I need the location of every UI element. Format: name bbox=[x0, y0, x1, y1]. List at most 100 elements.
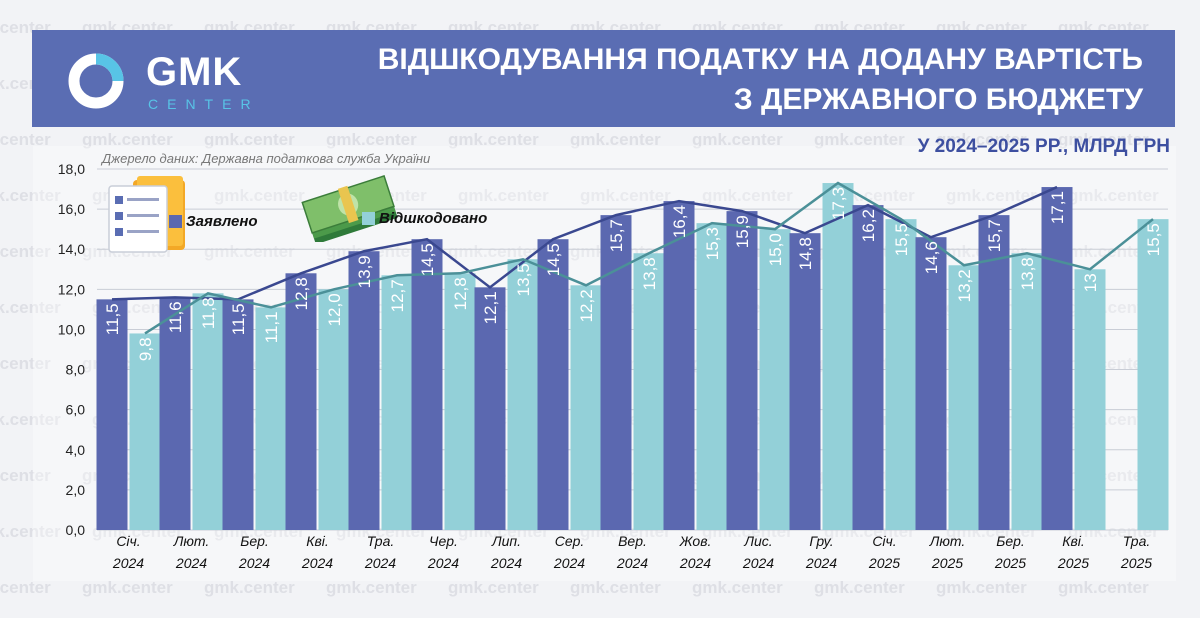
data-label-refunded: 11,8 bbox=[199, 297, 218, 329]
y-tick-label: 2,0 bbox=[66, 482, 86, 498]
x-tick-year: 2024 bbox=[175, 555, 207, 571]
data-label-refunded: 13,8 bbox=[640, 257, 659, 290]
x-tick-month: Тра. bbox=[367, 533, 395, 549]
x-tick-year: 2024 bbox=[301, 555, 333, 571]
x-tick-year: 2024 bbox=[553, 555, 585, 571]
y-tick-label: 4,0 bbox=[66, 442, 86, 458]
x-tick-month: Кві. bbox=[306, 533, 329, 549]
bar-declared bbox=[348, 251, 380, 530]
bar-refunded bbox=[570, 285, 602, 530]
data-label-declared: 12,8 bbox=[292, 277, 311, 310]
x-tick-month: Чер. bbox=[429, 533, 458, 549]
x-tick-month: Тра. bbox=[1123, 533, 1151, 549]
y-tick-label: 8,0 bbox=[66, 362, 86, 378]
x-tick-month: Лют. bbox=[173, 533, 210, 549]
x-tick-year: 2024 bbox=[364, 555, 396, 571]
data-label-refunded: 15,5 bbox=[1144, 223, 1163, 256]
chart-title: ВІДШКОДУВАННЯ ПОДАТКУ НА ДОДАНУ ВАРТІСТЬ… bbox=[378, 40, 1143, 120]
bar-refunded bbox=[1011, 253, 1043, 530]
x-tick-month: Жов. bbox=[679, 533, 712, 549]
x-tick-year: 2024 bbox=[742, 555, 774, 571]
legend-item-declared: Заявлено bbox=[169, 213, 258, 230]
bar-refunded bbox=[507, 259, 539, 530]
line-declared bbox=[111, 185, 1058, 301]
data-label-refunded: 12,2 bbox=[577, 289, 596, 322]
bar-declared bbox=[915, 237, 947, 530]
bar-refunded bbox=[633, 253, 665, 530]
bar-refunded bbox=[1137, 219, 1169, 530]
x-tick-year: 2025 bbox=[868, 555, 900, 571]
data-label-declared: 16,2 bbox=[859, 209, 878, 242]
legend-label-refunded: Відшкодовано bbox=[379, 210, 488, 227]
bar-refunded bbox=[381, 275, 413, 530]
data-label-declared: 12,1 bbox=[481, 291, 500, 324]
data-label-refunded: 12,8 bbox=[451, 277, 470, 310]
x-tick-year: 2025 bbox=[931, 555, 963, 571]
bar-declared bbox=[537, 239, 569, 530]
bar-refunded bbox=[696, 223, 728, 530]
data-label-refunded: 11,1 bbox=[262, 311, 281, 343]
data-label-refunded: 12,0 bbox=[325, 293, 344, 326]
data-label-refunded: 17,3 bbox=[829, 187, 848, 220]
data-label-refunded: 13,5 bbox=[514, 263, 533, 296]
bar-declared bbox=[285, 273, 317, 530]
bar-refunded bbox=[318, 289, 350, 530]
x-tick-year: 2024 bbox=[805, 555, 837, 571]
bar-refunded bbox=[192, 293, 224, 530]
bar-refunded bbox=[759, 229, 791, 530]
x-tick-month: Лип. bbox=[491, 533, 521, 549]
data-label-declared: 15,7 bbox=[607, 219, 626, 252]
chart-subtitle: У 2024–2025 РР., МЛРД ГРН bbox=[917, 136, 1170, 157]
bar-declared bbox=[663, 201, 695, 531]
y-tick-label: 0,0 bbox=[66, 522, 86, 538]
source-note: Джерело даних: Державна податкова служба… bbox=[102, 151, 431, 166]
documents-folder-icon bbox=[108, 176, 185, 253]
data-label-declared: 14,6 bbox=[922, 241, 941, 274]
x-tick-year: 2024 bbox=[679, 555, 711, 571]
money-stack-icon bbox=[301, 175, 398, 242]
x-tick-year: 2025 bbox=[1057, 555, 1089, 571]
header-banner: GMK CENTER ВІДШКОДУВАННЯ ПОДАТКУ НА ДОДА… bbox=[32, 30, 1175, 127]
x-tick-year: 2024 bbox=[490, 555, 522, 571]
x-tick-year: 2025 bbox=[1120, 555, 1152, 571]
data-label-declared: 17,1 bbox=[1048, 191, 1067, 224]
x-tick-month: Січ. bbox=[872, 533, 896, 549]
x-tick-month: Січ. bbox=[116, 533, 140, 549]
bar-refunded bbox=[948, 265, 980, 530]
x-tick-year: 2024 bbox=[238, 555, 270, 571]
title-line-1: ВІДШКОДУВАННЯ ПОДАТКУ НА ДОДАНУ ВАРТІСТЬ bbox=[377, 43, 1143, 76]
bar-declared bbox=[978, 215, 1010, 530]
bar-refunded bbox=[444, 273, 476, 530]
data-label-refunded: 13 bbox=[1081, 273, 1100, 292]
data-label-declared: 16,4 bbox=[670, 205, 689, 238]
data-label-declared: 14,8 bbox=[796, 237, 815, 270]
legend-item-refunded: Відшкодовано bbox=[362, 210, 487, 227]
data-label-refunded: 15,0 bbox=[766, 233, 785, 266]
data-label-declared: 15,9 bbox=[733, 215, 752, 248]
bar-declared bbox=[411, 239, 443, 530]
data-label-declared: 14,5 bbox=[544, 243, 563, 276]
logo-subtext: CENTER bbox=[148, 96, 260, 112]
bar-declared bbox=[789, 233, 821, 530]
data-label-refunded: 13,2 bbox=[955, 269, 974, 302]
bar-refunded bbox=[255, 307, 287, 530]
data-label-declared: 15,7 bbox=[985, 219, 1004, 252]
bar-declared bbox=[1041, 187, 1073, 531]
bar-refunded bbox=[885, 219, 917, 530]
data-label-declared: 13,9 bbox=[355, 255, 374, 288]
bar-declared bbox=[96, 299, 128, 530]
bar-declared bbox=[222, 299, 254, 530]
bar-declared bbox=[474, 287, 506, 530]
data-label-refunded: 15,3 bbox=[703, 227, 722, 260]
data-label-declared: 11,5 bbox=[103, 303, 122, 335]
y-tick-label: 10,0 bbox=[58, 321, 85, 337]
data-label-refunded: 12,7 bbox=[388, 279, 407, 312]
gmk-logo: GMK CENTER bbox=[66, 48, 266, 112]
x-tick-month: Лис. bbox=[743, 533, 772, 549]
data-label-declared: 11,5 bbox=[229, 303, 248, 335]
legend-swatch-refunded bbox=[362, 212, 375, 225]
x-tick-month: Вер. bbox=[618, 533, 647, 549]
data-label-refunded: 13,8 bbox=[1018, 257, 1037, 290]
x-tick-month: Бер. bbox=[240, 533, 269, 549]
